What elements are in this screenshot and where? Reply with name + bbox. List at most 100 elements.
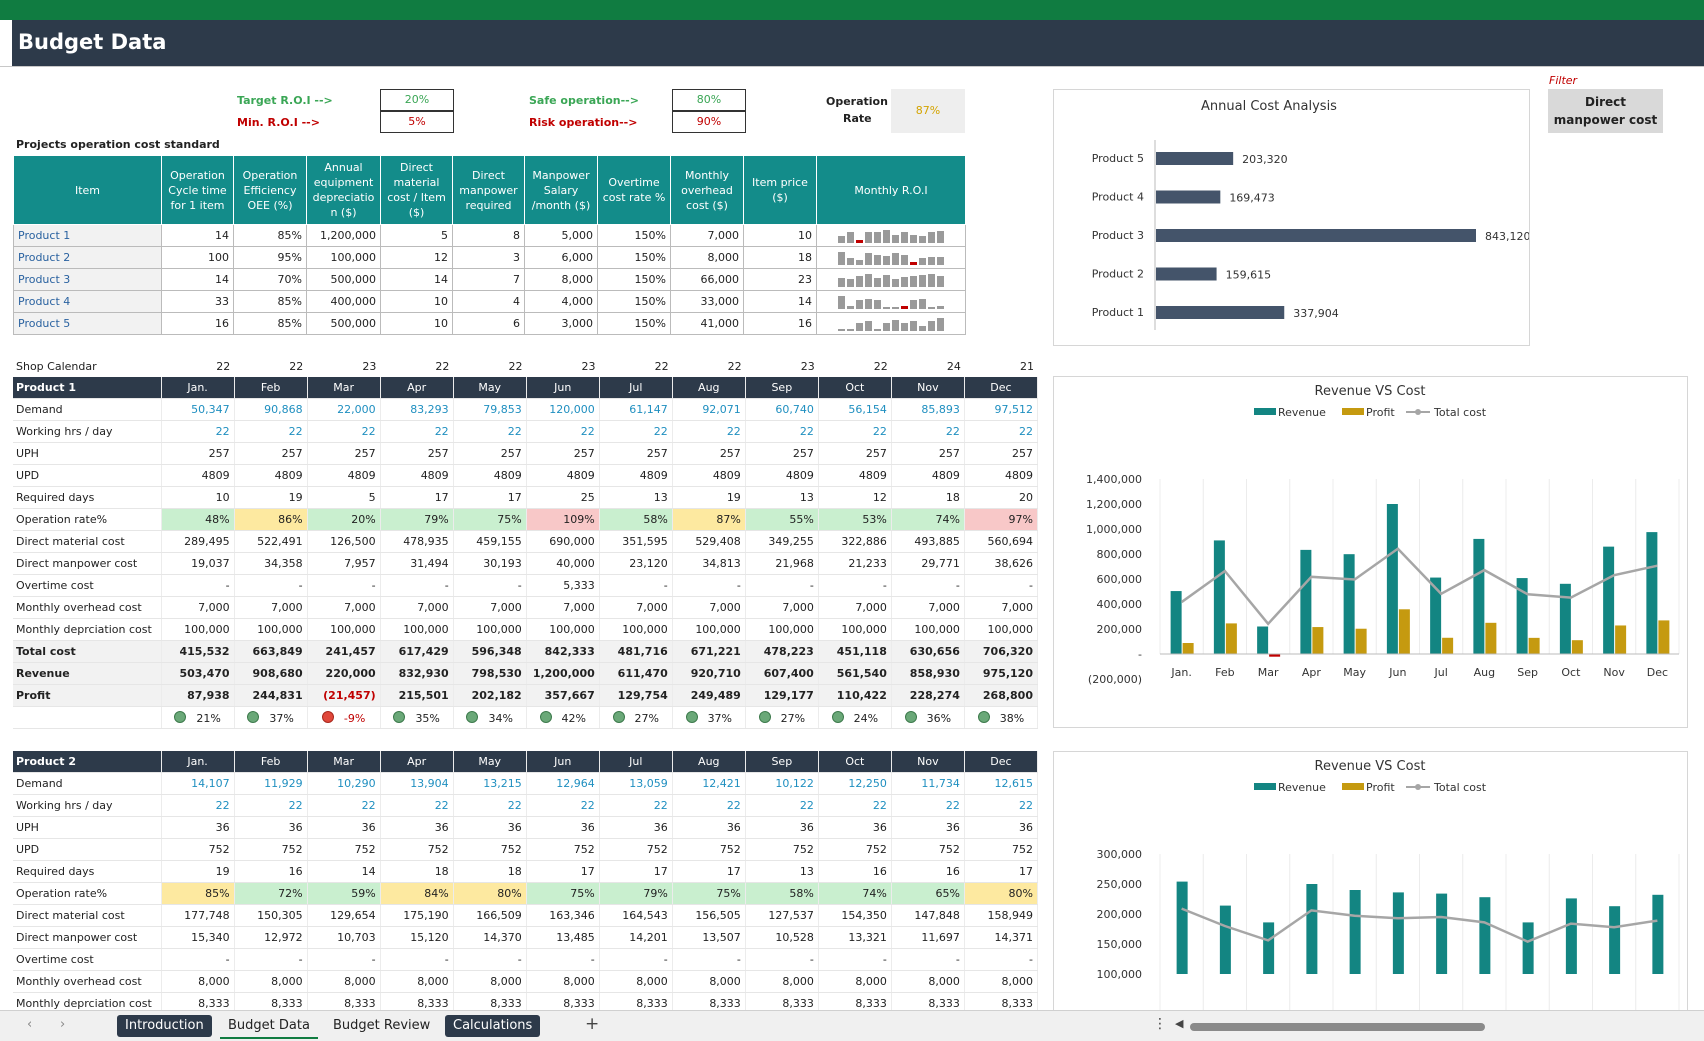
data-cell[interactable]: 12,250 bbox=[818, 772, 892, 795]
data-cell[interactable]: 109% bbox=[526, 508, 600, 531]
std-cell[interactable]: 8,000 bbox=[670, 246, 744, 269]
data-cell[interactable]: 86% bbox=[234, 508, 308, 531]
data-cell[interactable]: 11,734 bbox=[891, 772, 965, 795]
data-cell[interactable]: 671,221 bbox=[672, 640, 746, 663]
data-cell[interactable]: 257 bbox=[161, 442, 235, 465]
data-cell[interactable]: 53% bbox=[818, 508, 892, 531]
data-cell[interactable]: 22 bbox=[380, 420, 454, 443]
data-cell[interactable]: 34,813 bbox=[672, 552, 746, 575]
data-cell[interactable]: 79% bbox=[599, 882, 673, 905]
data-cell[interactable]: 120,000 bbox=[526, 398, 600, 421]
data-cell[interactable]: 752 bbox=[745, 838, 819, 861]
safe-operation-input[interactable]: 80% bbox=[672, 89, 746, 111]
data-cell[interactable]: 36 bbox=[526, 816, 600, 839]
data-cell[interactable]: 10 bbox=[161, 486, 235, 509]
data-cell[interactable]: - bbox=[161, 948, 235, 971]
data-cell[interactable]: 215,501 bbox=[380, 684, 454, 707]
std-item-name[interactable]: Product 1 bbox=[13, 224, 162, 247]
data-cell[interactable]: 22 bbox=[380, 794, 454, 817]
data-cell[interactable]: 22 bbox=[964, 794, 1039, 817]
data-cell[interactable]: 18 bbox=[380, 860, 454, 883]
data-cell[interactable]: 164,543 bbox=[599, 904, 673, 927]
data-cell[interactable]: 22 bbox=[526, 794, 600, 817]
data-cell[interactable]: 20 bbox=[964, 486, 1039, 509]
data-cell[interactable]: 22 bbox=[453, 794, 527, 817]
std-cell[interactable]: 150% bbox=[597, 312, 671, 335]
data-cell[interactable]: 166,509 bbox=[453, 904, 527, 927]
data-cell[interactable]: 22 bbox=[745, 794, 819, 817]
scroll-left-icon[interactable]: ‹ bbox=[27, 1017, 33, 1032]
data-cell[interactable]: 560,694 bbox=[964, 530, 1039, 553]
data-cell[interactable]: 459,155 bbox=[453, 530, 527, 553]
data-cell[interactable]: 481,716 bbox=[599, 640, 673, 663]
std-cell[interactable]: 14 bbox=[380, 268, 453, 291]
data-cell[interactable]: 7,000 bbox=[818, 596, 892, 619]
data-cell[interactable]: 7,000 bbox=[234, 596, 308, 619]
data-cell[interactable]: 10,703 bbox=[307, 926, 381, 949]
data-cell[interactable]: 100,000 bbox=[307, 618, 381, 641]
data-cell[interactable]: 17 bbox=[526, 860, 600, 883]
std-item-name[interactable]: Product 5 bbox=[13, 312, 162, 335]
data-cell[interactable]: 13 bbox=[745, 486, 819, 509]
data-cell[interactable]: 752 bbox=[672, 838, 746, 861]
std-cell[interactable]: 4,000 bbox=[524, 290, 598, 313]
data-cell[interactable]: 607,400 bbox=[745, 662, 819, 685]
data-cell[interactable]: 832,930 bbox=[380, 662, 454, 685]
horizontal-scrollbar[interactable] bbox=[1190, 1023, 1485, 1031]
data-cell[interactable]: - bbox=[526, 948, 600, 971]
data-cell[interactable]: 13 bbox=[745, 860, 819, 883]
data-cell[interactable]: - bbox=[380, 574, 454, 597]
data-cell[interactable]: 17 bbox=[453, 486, 527, 509]
data-cell[interactable]: 257 bbox=[891, 442, 965, 465]
std-cell[interactable]: 66,000 bbox=[670, 268, 744, 291]
data-cell[interactable]: 7,000 bbox=[964, 596, 1039, 619]
data-cell[interactable]: 13,059 bbox=[599, 772, 673, 795]
data-cell[interactable]: 22 bbox=[307, 420, 381, 443]
data-cell[interactable]: 87% bbox=[672, 508, 746, 531]
data-cell[interactable]: 257 bbox=[526, 442, 600, 465]
data-cell[interactable]: 357,667 bbox=[526, 684, 600, 707]
data-cell[interactable]: 154,350 bbox=[818, 904, 892, 927]
data-cell[interactable]: - bbox=[818, 574, 892, 597]
data-cell[interactable]: 8,333 bbox=[526, 992, 600, 1015]
data-cell[interactable]: - bbox=[964, 948, 1039, 971]
data-cell[interactable]: 4809 bbox=[234, 464, 308, 487]
data-cell[interactable]: 561,540 bbox=[818, 662, 892, 685]
data-cell[interactable]: - bbox=[745, 948, 819, 971]
data-cell[interactable]: 478,935 bbox=[380, 530, 454, 553]
filter-slicer-button[interactable]: Direct manpower cost bbox=[1548, 89, 1663, 133]
data-cell[interactable]: 752 bbox=[818, 838, 892, 861]
std-cell[interactable]: 150% bbox=[597, 290, 671, 313]
std-item-name[interactable]: Product 2 bbox=[13, 246, 162, 269]
data-cell[interactable]: 55% bbox=[745, 508, 819, 531]
std-cell[interactable]: 1,200,000 bbox=[306, 224, 381, 247]
add-sheet-icon[interactable]: + bbox=[585, 1014, 600, 1034]
data-cell[interactable]: 257 bbox=[745, 442, 819, 465]
data-cell[interactable]: 8,000 bbox=[964, 970, 1039, 993]
data-cell[interactable]: 150,305 bbox=[234, 904, 308, 927]
std-cell[interactable]: 5 bbox=[380, 224, 453, 247]
std-cell[interactable]: 150% bbox=[597, 224, 671, 247]
data-cell[interactable]: 975,120 bbox=[964, 662, 1039, 685]
data-cell[interactable]: 752 bbox=[234, 838, 308, 861]
data-cell[interactable]: 22 bbox=[672, 794, 746, 817]
data-cell[interactable]: 858,930 bbox=[891, 662, 965, 685]
std-cell[interactable]: 500,000 bbox=[306, 268, 381, 291]
std-cell[interactable]: 7 bbox=[452, 268, 525, 291]
data-cell[interactable]: 36 bbox=[964, 816, 1039, 839]
data-cell[interactable]: - bbox=[307, 948, 381, 971]
data-cell[interactable]: 36 bbox=[161, 816, 235, 839]
data-cell[interactable]: 25 bbox=[526, 486, 600, 509]
data-cell[interactable]: 7,000 bbox=[161, 596, 235, 619]
data-cell[interactable]: 156,505 bbox=[672, 904, 746, 927]
data-cell[interactable]: 752 bbox=[964, 838, 1039, 861]
data-cell[interactable]: 50,347 bbox=[161, 398, 235, 421]
data-cell[interactable]: 12,615 bbox=[964, 772, 1039, 795]
data-cell[interactable]: 257 bbox=[818, 442, 892, 465]
target-roi-input[interactable]: 20% bbox=[380, 89, 454, 111]
data-cell[interactable]: 8,000 bbox=[453, 970, 527, 993]
data-cell[interactable]: 13,485 bbox=[526, 926, 600, 949]
data-cell[interactable]: 289,495 bbox=[161, 530, 235, 553]
data-cell[interactable]: 75% bbox=[526, 882, 600, 905]
data-cell[interactable]: 257 bbox=[307, 442, 381, 465]
